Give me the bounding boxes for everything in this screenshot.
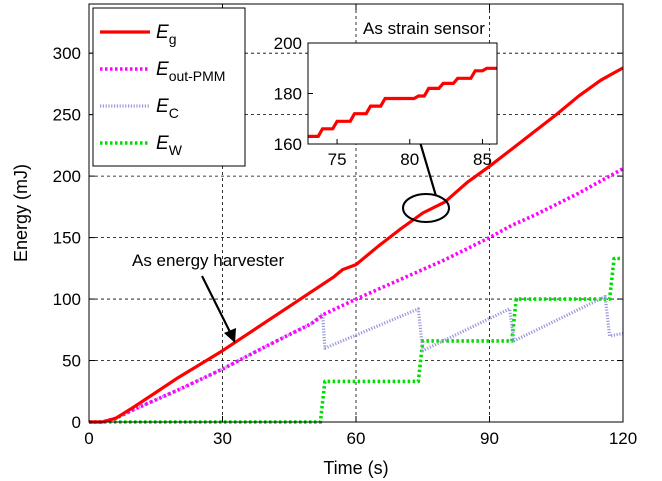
legend-box <box>92 7 246 167</box>
y-tick-label: 100 <box>53 290 81 309</box>
y-tick-label: 300 <box>53 44 81 63</box>
annotation-energy-harvester-arrow <box>201 275 233 337</box>
tick-layer: 0 30 60 90 120 0 50 100 150 200 250 300 <box>53 4 637 448</box>
inset-y-tick-label: 160 <box>274 135 302 154</box>
x-tick-label: 90 <box>480 429 499 448</box>
inset-background <box>308 43 497 144</box>
y-tick-label: 0 <box>72 413 81 432</box>
x-tick-label: 120 <box>609 429 637 448</box>
y-tick-label: 250 <box>53 106 81 125</box>
y-tick-label: 50 <box>62 352 81 371</box>
series-line-e-g <box>89 66 624 424</box>
x-tick-label: 30 <box>213 429 232 448</box>
y-tick-label: 150 <box>53 229 81 248</box>
series-line-e-w <box>89 256 623 424</box>
inset-x-tick-label: 75 <box>328 150 347 169</box>
annotation-energy-harvester-text: As energy harvester <box>132 251 284 270</box>
inset-y-tick-label: 200 <box>274 34 302 53</box>
inset-title: As strain sensor <box>363 19 485 38</box>
x-tick-label: 0 <box>84 429 93 448</box>
inset-y-tick-label: 180 <box>274 85 302 104</box>
inset-series-line <box>308 66 497 138</box>
inset-x-tick-label: 80 <box>400 150 419 169</box>
y-tick-label: 200 <box>53 167 81 186</box>
annotation-energy-harvester: As energy harvester <box>132 251 284 343</box>
inset-chart: As strain sensor 75 80 85 160 180 200 <box>274 19 498 169</box>
annotation-energy-harvester-arrowhead <box>224 328 236 343</box>
series-layer <box>89 66 624 424</box>
strain-sensor-highlight-ellipse <box>402 193 450 223</box>
x-tick-label: 60 <box>347 429 366 448</box>
inset-x-tick-label: 85 <box>473 150 492 169</box>
x-axis-label: Time (s) <box>323 458 388 478</box>
y-axis-label: Energy (mJ) <box>11 164 31 262</box>
inset-ticks: 75 80 85 160 180 200 <box>274 34 492 169</box>
